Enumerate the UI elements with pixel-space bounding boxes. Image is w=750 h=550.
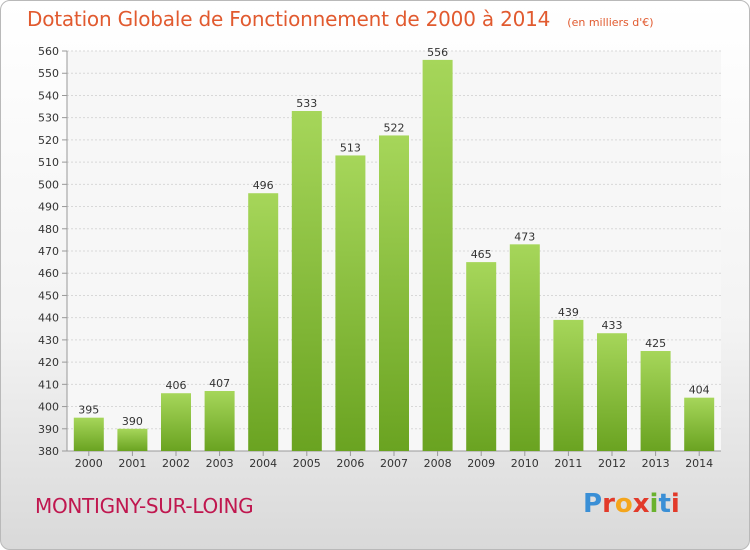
logo-letter: P	[583, 489, 603, 519]
x-tick-label: 2010	[511, 457, 539, 470]
x-tick-label: 2003	[206, 457, 234, 470]
logo-letter: t	[658, 489, 671, 519]
bar-2008	[422, 59, 453, 452]
y-tick-label: 520	[38, 134, 59, 147]
x-tick-label: 2002	[162, 457, 190, 470]
value-label-2003: 407	[209, 377, 230, 390]
value-label-2005: 533	[296, 97, 317, 110]
y-tick-label: 410	[38, 378, 59, 391]
bar-2003	[204, 391, 235, 451]
bar-2011	[553, 319, 584, 451]
chart-title: Dotation Globale de Fonctionnement de 20…	[27, 7, 551, 31]
x-tick-label: 2014	[685, 457, 713, 470]
proxiti-logo: Proxiti	[583, 489, 680, 519]
bar-2002	[161, 393, 191, 451]
bar-2007	[379, 135, 409, 451]
logo-letter: r	[602, 489, 615, 519]
y-tick-label: 500	[38, 178, 59, 191]
value-label-2008: 556	[427, 46, 448, 59]
chart-title-block: Dotation Globale de Fonctionnement de 20…	[27, 7, 654, 31]
bar-2005	[291, 111, 322, 451]
x-tick-label: 2006	[336, 457, 364, 470]
value-label-2007: 522	[384, 121, 405, 134]
y-tick-label: 550	[38, 67, 59, 80]
logo-letter: i	[670, 489, 680, 519]
value-label-2012: 433	[602, 319, 623, 332]
x-tick-label: 2005	[293, 457, 321, 470]
value-label-2002: 406	[166, 379, 187, 392]
value-label-2009: 465	[471, 248, 492, 261]
value-label-2013: 425	[645, 337, 666, 350]
y-tick-label: 380	[38, 445, 59, 458]
y-tick-label: 420	[38, 356, 59, 369]
y-tick-label: 470	[38, 245, 59, 258]
logo-letter: o	[614, 489, 633, 519]
value-label-2014: 404	[689, 384, 710, 397]
y-tick-label: 390	[38, 423, 59, 436]
bar-2012	[597, 333, 627, 451]
value-label-2001: 390	[122, 415, 143, 428]
x-tick-label: 2007	[380, 457, 408, 470]
bar-2006	[335, 155, 366, 451]
y-tick-label: 430	[38, 334, 59, 347]
y-tick-label: 440	[38, 312, 59, 325]
x-tick-label: 2000	[75, 457, 103, 470]
x-tick-label: 2008	[424, 457, 452, 470]
y-tick-label: 530	[38, 112, 59, 125]
bar-2000	[73, 417, 104, 451]
bar-2013	[640, 351, 671, 451]
chart-unit: (en milliers d'€)	[567, 16, 654, 29]
x-tick-label: 2009	[467, 457, 495, 470]
logo-letter: x	[632, 489, 650, 519]
y-tick-label: 540	[38, 89, 59, 102]
value-label-2000: 395	[78, 404, 99, 417]
x-tick-label: 2012	[598, 457, 626, 470]
value-label-2004: 496	[253, 179, 274, 192]
y-tick-label: 400	[38, 401, 59, 414]
commune-name: MONTIGNY-SUR-LOING	[35, 494, 254, 518]
bar-2009	[466, 262, 497, 451]
y-tick-label: 480	[38, 223, 59, 236]
x-tick-label: 2001	[118, 457, 146, 470]
value-label-2010: 473	[514, 230, 535, 243]
logo-letter: i	[649, 489, 659, 519]
bar-2004	[248, 193, 279, 451]
value-label-2006: 513	[340, 141, 361, 154]
bar-2010	[509, 244, 540, 451]
x-tick-label: 2011	[554, 457, 582, 470]
y-tick-label: 450	[38, 289, 59, 302]
bar-2014	[684, 397, 715, 451]
y-tick-label: 460	[38, 267, 59, 280]
x-tick-label: 2013	[642, 457, 670, 470]
y-tick-label: 560	[38, 45, 59, 58]
x-tick-label: 2004	[249, 457, 277, 470]
y-tick-label: 490	[38, 201, 59, 214]
bar-2001	[117, 428, 148, 451]
y-tick-label: 510	[38, 156, 59, 169]
value-label-2011: 439	[558, 306, 579, 319]
